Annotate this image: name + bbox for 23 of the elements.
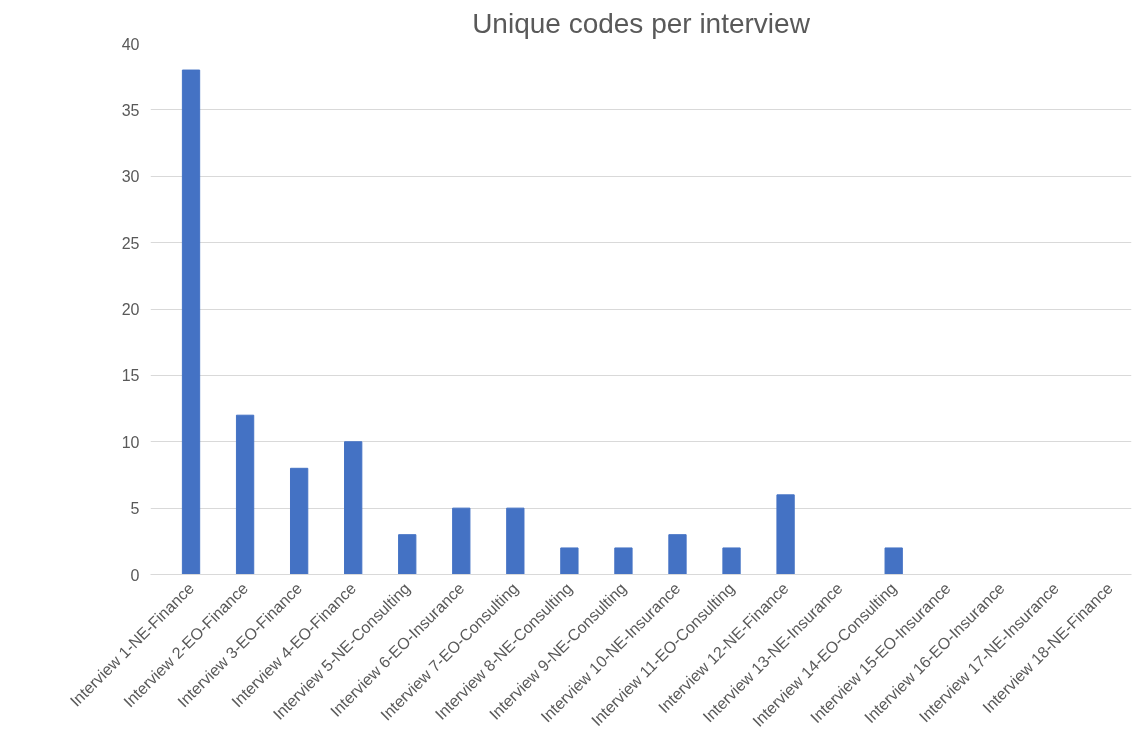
y-tick-label: 40 (121, 35, 140, 53)
bar (181, 69, 201, 575)
y-tick-label: 5 (130, 500, 140, 518)
bar (614, 547, 633, 575)
bar (235, 414, 255, 575)
y-tick-label: 35 (121, 101, 140, 119)
y-tick-label: 20 (121, 301, 140, 318)
bar (398, 534, 417, 575)
chart-title: Unique codes per interview (472, 7, 811, 39)
y-tick-label: 25 (121, 234, 140, 252)
bar (560, 547, 579, 575)
y-tick-label: 15 (121, 367, 140, 385)
y-tick-label: 10 (121, 433, 140, 451)
y-tick-label: 0 (130, 566, 140, 584)
bar (884, 547, 903, 575)
bar (344, 441, 363, 575)
y-tick-label: 30 (121, 168, 140, 186)
bar (776, 494, 795, 575)
bar (722, 547, 741, 575)
bar (506, 507, 525, 575)
bar (289, 467, 309, 575)
bar (452, 507, 471, 575)
bar (668, 534, 687, 575)
